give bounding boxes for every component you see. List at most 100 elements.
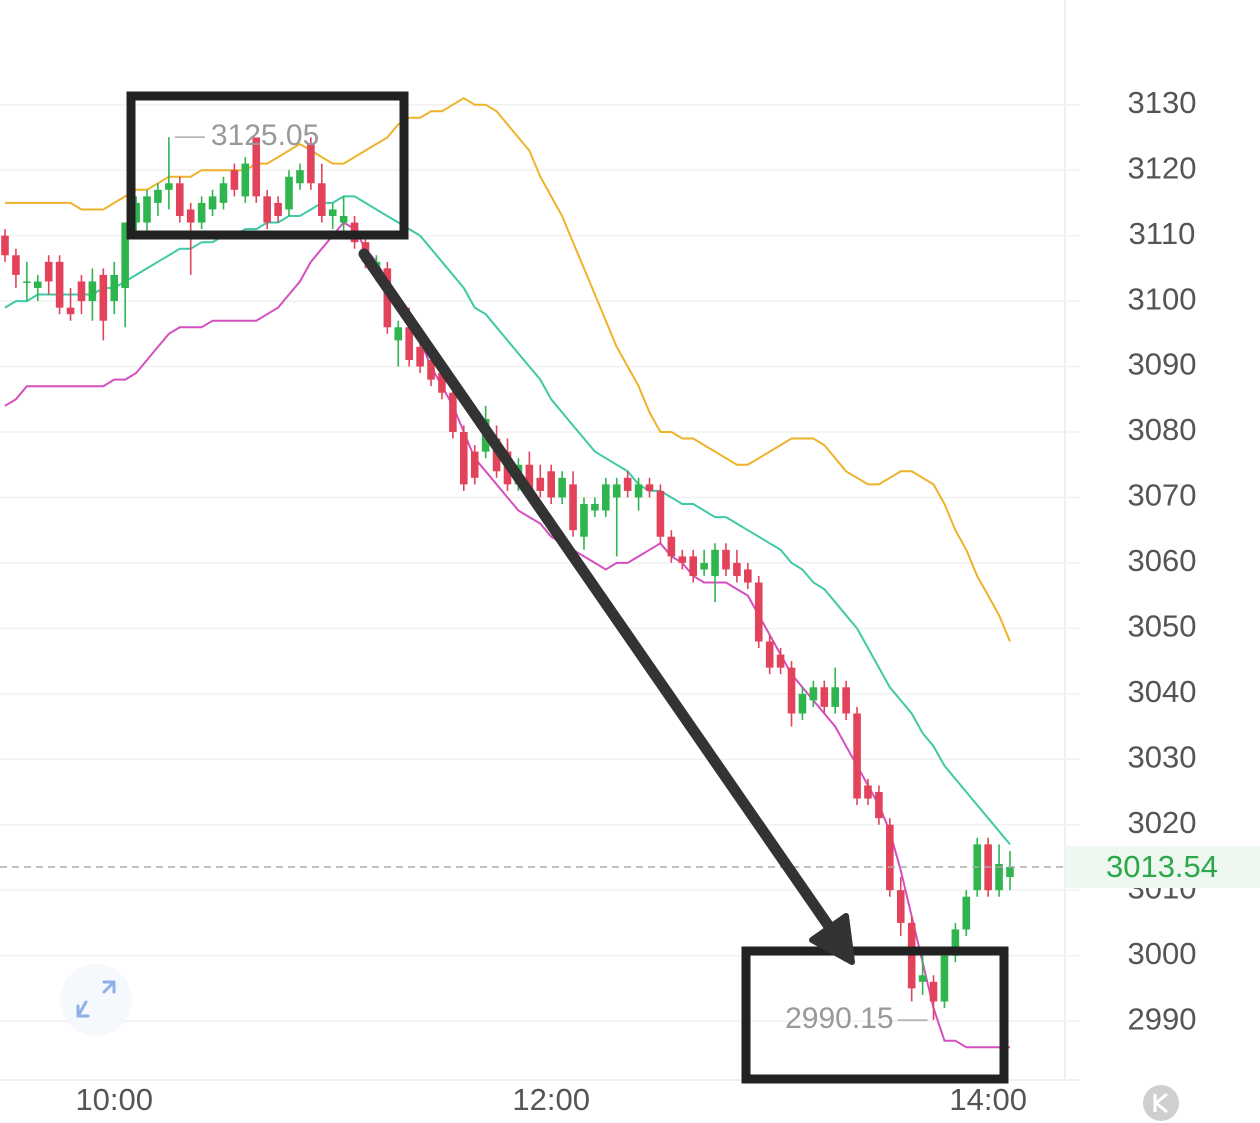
- x-tick-label: 14:00: [949, 1082, 1027, 1117]
- candle-body: [580, 504, 588, 537]
- candle-body: [820, 687, 829, 707]
- candle-body: [733, 562, 741, 576]
- candle-body: [328, 209, 337, 216]
- candle-body: [132, 202, 140, 223]
- candle-body: [907, 922, 916, 989]
- candle-body: [143, 196, 151, 223]
- candle-body: [394, 327, 403, 341]
- candle-body: [241, 163, 250, 197]
- last-price-badge: [1065, 846, 1260, 889]
- candle-body: [165, 183, 173, 190]
- y-tick-label: 3040: [1128, 674, 1197, 709]
- candle-body: [449, 392, 457, 432]
- candle-body: [175, 183, 184, 216]
- arrow-head: [809, 913, 855, 965]
- candle-body: [547, 471, 555, 498]
- candle-body: [470, 451, 479, 478]
- candle-body: [831, 687, 840, 707]
- candle-body: [896, 890, 905, 923]
- y-tick-label: 3130: [1128, 85, 1197, 120]
- candle-body: [940, 955, 949, 1002]
- candle-body: [918, 975, 927, 982]
- highlight-box: [741, 946, 1009, 1084]
- y-tick-label: 3100: [1128, 281, 1197, 316]
- candle-body: [208, 196, 217, 210]
- candle-body: [121, 222, 129, 288]
- candle-body: [842, 687, 850, 714]
- candle-body: [1006, 867, 1014, 878]
- candle-body: [776, 654, 785, 668]
- candle-body: [263, 196, 271, 223]
- candle-body: [33, 281, 42, 288]
- candle-body: [154, 189, 162, 203]
- low-label: 2990.15: [785, 1002, 893, 1035]
- candle-body: [438, 373, 446, 393]
- candle-body: [285, 176, 293, 210]
- candle-body: [962, 896, 971, 930]
- candle-body: [754, 582, 763, 642]
- candle-body: [711, 549, 719, 576]
- candle-body: [55, 261, 64, 308]
- candle-body: [427, 360, 435, 380]
- candle-body: [689, 556, 698, 576]
- candle-body: [339, 216, 348, 223]
- candle-body: [219, 183, 228, 203]
- candle-body: [197, 202, 206, 223]
- x-tick-label: 10:00: [75, 1082, 153, 1117]
- y-tick-label: 3030: [1128, 739, 1197, 774]
- candle-body: [678, 556, 687, 563]
- y-tick-label: 3050: [1128, 609, 1197, 644]
- candle-body: [416, 346, 424, 367]
- y-tick-label: 3070: [1128, 478, 1197, 513]
- candle-body: [186, 209, 195, 223]
- candle-body: [383, 268, 392, 328]
- band-line: [4, 221, 1010, 1049]
- candle-body: [886, 824, 894, 891]
- candle-body: [798, 693, 807, 714]
- y-tick-label: 3090: [1128, 347, 1197, 382]
- candle-body: [405, 327, 413, 360]
- candle-body: [875, 792, 883, 819]
- candle-body: [765, 641, 774, 668]
- candle-body: [460, 432, 468, 485]
- candle-body: [722, 549, 730, 570]
- candle-body: [99, 274, 108, 321]
- candle-body: [809, 687, 818, 701]
- candle-body: [12, 255, 20, 275]
- candle-body: [536, 477, 545, 491]
- candle-body: [853, 713, 861, 799]
- y-tick-label: 3000: [1128, 936, 1197, 971]
- high-label: 3125.05: [211, 119, 319, 152]
- candle-body: [667, 536, 676, 557]
- candle-body: [44, 261, 53, 282]
- k-icon[interactable]: [1143, 1085, 1179, 1121]
- candle-body: [995, 864, 1003, 891]
- candle-body: [88, 281, 97, 302]
- candle-body: [634, 484, 643, 498]
- x-tick-label: 12:00: [512, 1082, 590, 1117]
- candle-body: [623, 477, 632, 491]
- candle-body: [558, 477, 566, 498]
- candle-body: [864, 785, 872, 799]
- candle-body: [602, 484, 610, 511]
- y-tick-label: 3020: [1128, 805, 1197, 840]
- candle-body: [77, 281, 86, 302]
- y-tick-label: 3120: [1128, 150, 1197, 185]
- y-tick-label: 3110: [1129, 216, 1196, 251]
- band-line: [5, 97, 1011, 642]
- candle-body: [929, 981, 938, 1002]
- band-line: [4, 195, 1011, 846]
- bands: [4, 97, 1011, 1049]
- candle-body: [569, 484, 577, 531]
- candle-body: [787, 667, 796, 714]
- expand-icon[interactable]: [60, 964, 132, 1036]
- y-tick-label: 3060: [1128, 543, 1197, 578]
- candle-body: [307, 144, 315, 184]
- candle-body: [612, 484, 621, 498]
- candle-body: [252, 137, 261, 197]
- candle-body: [744, 569, 752, 583]
- candle-body: [591, 504, 599, 511]
- candle-body: [317, 183, 326, 216]
- candle-body: [700, 562, 708, 570]
